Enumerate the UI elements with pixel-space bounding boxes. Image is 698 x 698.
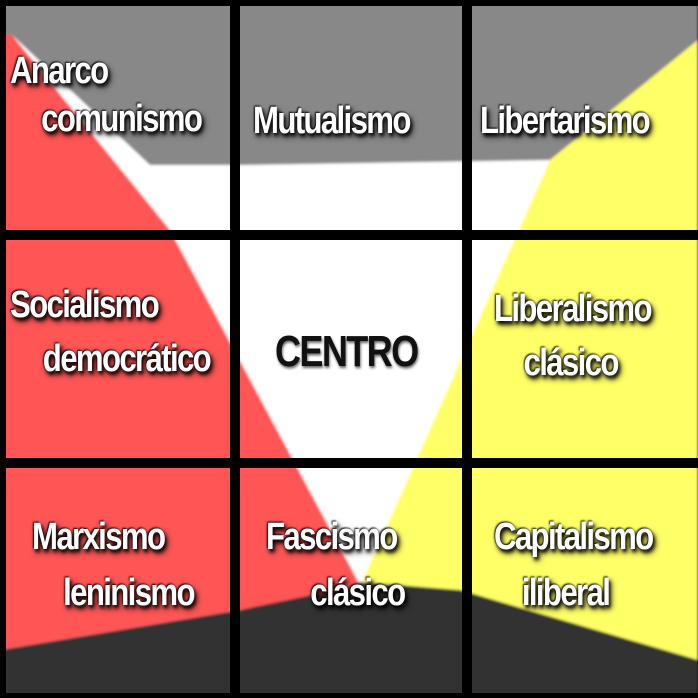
cell-liberalismo-clasico-line1: Liberalismo [494, 288, 653, 330]
grid-line-v2 [462, 0, 472, 698]
cell-mutualismo-line1: Mutualismo [253, 100, 411, 142]
cell-anarco-comunismo: Anarco comunismo [10, 50, 203, 140]
cell-marxismo-leninismo-line2: leninismo [63, 572, 195, 614]
cell-liberalismo-clasico-line2: clásico [523, 342, 620, 384]
grid-line-h2 [0, 458, 698, 468]
cell-fascismo-clasico: Fascismo clásico [266, 516, 406, 614]
cell-marxismo-leninismo: Marxismo leninismo [32, 516, 195, 614]
cell-centro-line1: CENTRO [275, 327, 419, 376]
cell-libertarismo-line1: Libertarismo [480, 100, 651, 142]
cell-socialismo-democratico-line1: Socialismo [10, 284, 160, 326]
cell-anarco-comunismo-line2: comunismo [41, 98, 203, 140]
grid-line-v1 [230, 0, 240, 698]
grid-line-h1 [0, 230, 698, 240]
authoritarian-region [6, 582, 698, 693]
cell-marxismo-leninismo-line1: Marxismo [32, 516, 166, 558]
left-region [6, 35, 360, 650]
cell-socialismo-democratico-line2: democrático [42, 338, 212, 380]
cell-capitalismo-iliberal-line1: Capitalismo [494, 516, 654, 558]
right-region [362, 40, 698, 660]
cell-socialismo-democratico: Socialismo democrático [10, 284, 212, 380]
cell-liberalismo-clasico: Liberalismo clásico [494, 288, 653, 384]
cell-capitalismo-iliberal: Capitalismo iliberal [494, 516, 654, 614]
cell-anarco-comunismo-line1: Anarco [10, 50, 109, 92]
libertarian-region [6, 6, 698, 165]
cell-libertarismo: Libertarismo [480, 100, 651, 142]
cell-fascismo-clasico-line1: Fascismo [266, 516, 398, 558]
cell-centro: CENTRO [275, 327, 419, 376]
cell-capitalismo-iliberal-line2: iliberal [521, 572, 611, 614]
cell-fascismo-clasico-line2: clásico [310, 572, 406, 614]
cell-mutualismo: Mutualismo [253, 100, 411, 142]
